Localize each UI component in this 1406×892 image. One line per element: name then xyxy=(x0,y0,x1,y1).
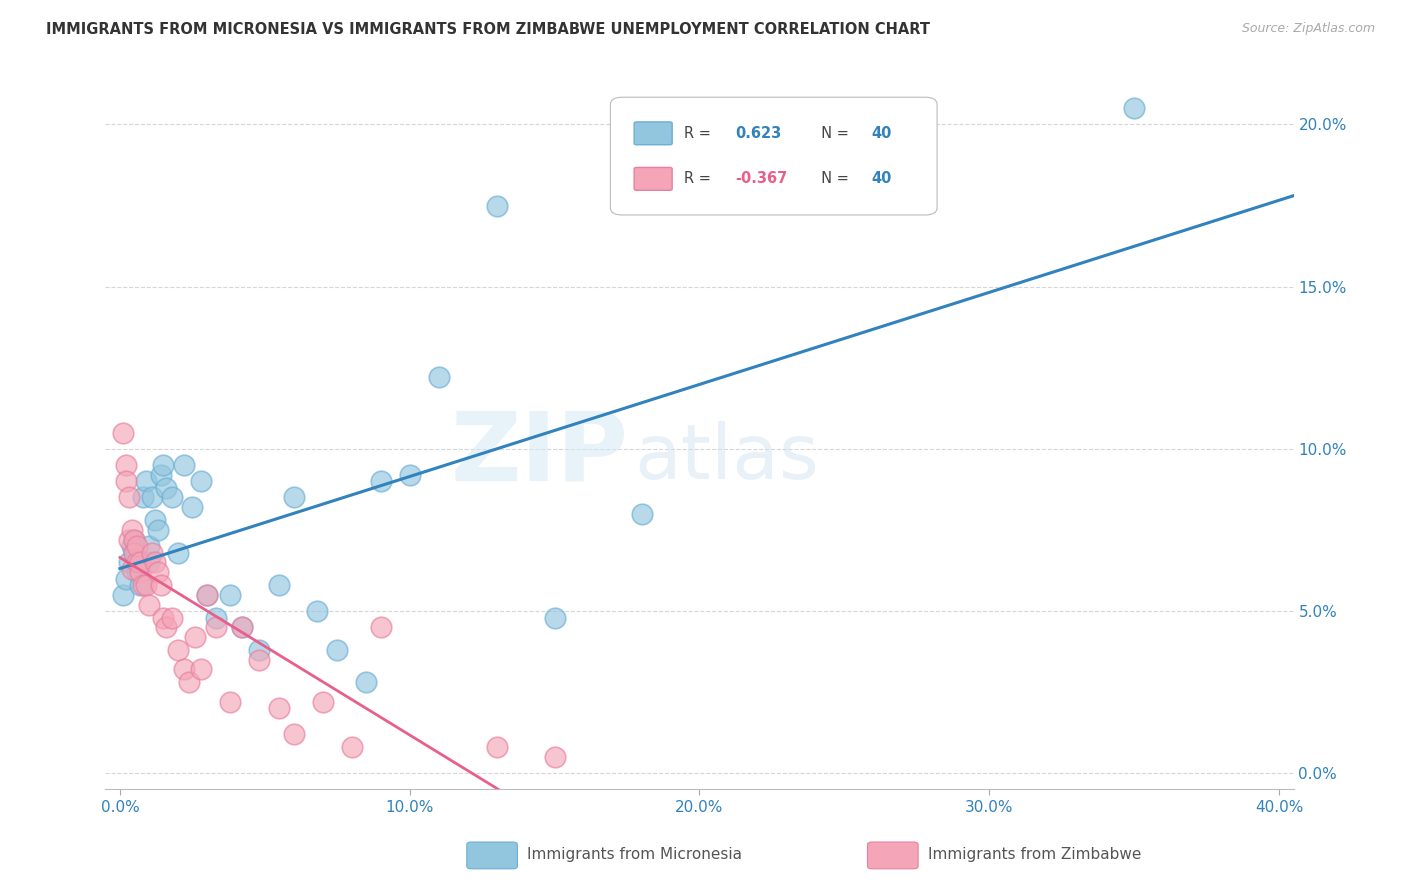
Point xyxy=(124,533,146,547)
Point xyxy=(129,565,152,579)
Text: ZIP: ZIP xyxy=(450,408,628,500)
Point xyxy=(138,598,160,612)
Point xyxy=(204,620,226,634)
Point xyxy=(340,740,363,755)
Point xyxy=(111,588,134,602)
Point xyxy=(247,653,270,667)
Point xyxy=(173,662,195,676)
Point xyxy=(149,467,172,482)
Point xyxy=(127,565,149,579)
Point xyxy=(427,370,450,384)
Point xyxy=(167,643,190,657)
Point xyxy=(305,604,328,618)
Point xyxy=(117,533,139,547)
Text: N =: N = xyxy=(813,126,853,141)
Point xyxy=(1123,101,1146,115)
Point xyxy=(630,507,652,521)
Text: N =: N = xyxy=(813,171,853,186)
Point xyxy=(146,523,169,537)
Point xyxy=(195,588,218,602)
Point xyxy=(485,198,508,212)
Point xyxy=(135,475,157,489)
Point xyxy=(155,620,177,634)
Point xyxy=(167,546,190,560)
FancyBboxPatch shape xyxy=(610,97,936,215)
Point xyxy=(247,643,270,657)
Point xyxy=(543,610,565,624)
Point xyxy=(269,701,291,715)
Point xyxy=(114,458,136,472)
Point xyxy=(370,620,392,634)
Point xyxy=(117,491,139,505)
Text: Source: ZipAtlas.com: Source: ZipAtlas.com xyxy=(1241,22,1375,36)
Point xyxy=(354,675,377,690)
Point xyxy=(129,578,152,592)
Point xyxy=(326,643,349,657)
FancyBboxPatch shape xyxy=(634,122,672,145)
Point xyxy=(231,620,253,634)
Text: -0.367: -0.367 xyxy=(735,171,787,186)
Point xyxy=(283,727,305,741)
Point xyxy=(152,610,174,624)
Point xyxy=(132,491,155,505)
Point xyxy=(138,555,160,569)
Point xyxy=(204,610,226,624)
Text: 40: 40 xyxy=(872,126,893,141)
Point xyxy=(124,546,146,560)
Point xyxy=(132,578,155,592)
Point xyxy=(155,481,177,495)
Point xyxy=(219,695,242,709)
Point xyxy=(160,610,183,624)
Point xyxy=(269,578,291,592)
Point xyxy=(190,475,212,489)
Point xyxy=(231,620,253,634)
Point xyxy=(312,695,335,709)
Point xyxy=(121,562,143,576)
Point xyxy=(152,458,174,472)
Point xyxy=(149,578,172,592)
Point xyxy=(127,539,149,553)
Point xyxy=(190,662,212,676)
Point xyxy=(121,539,143,553)
Point xyxy=(181,500,204,515)
Text: R =: R = xyxy=(685,126,716,141)
Point xyxy=(195,588,218,602)
Text: atlas: atlas xyxy=(634,421,820,494)
Text: R =: R = xyxy=(685,171,716,186)
Text: Immigrants from Zimbabwe: Immigrants from Zimbabwe xyxy=(928,847,1142,862)
Point xyxy=(219,588,242,602)
Point xyxy=(398,467,420,482)
Point xyxy=(121,523,143,537)
Point xyxy=(111,425,134,440)
Point xyxy=(160,491,183,505)
Point xyxy=(135,578,157,592)
Point xyxy=(143,555,166,569)
FancyBboxPatch shape xyxy=(634,168,672,190)
Point xyxy=(124,533,146,547)
Text: 40: 40 xyxy=(872,171,893,186)
Point xyxy=(141,491,163,505)
Point xyxy=(129,555,152,569)
Point xyxy=(370,475,392,489)
Point xyxy=(485,740,508,755)
Point xyxy=(114,572,136,586)
Point xyxy=(138,539,160,553)
Text: 0.623: 0.623 xyxy=(735,126,782,141)
Point xyxy=(143,513,166,527)
Point xyxy=(543,750,565,764)
Point xyxy=(146,565,169,579)
Point xyxy=(127,555,149,569)
Point xyxy=(184,630,207,644)
Point xyxy=(179,675,201,690)
Point xyxy=(114,475,136,489)
Point xyxy=(124,546,146,560)
Text: IMMIGRANTS FROM MICRONESIA VS IMMIGRANTS FROM ZIMBABWE UNEMPLOYMENT CORRELATION : IMMIGRANTS FROM MICRONESIA VS IMMIGRANTS… xyxy=(46,22,931,37)
Point xyxy=(173,458,195,472)
Text: Immigrants from Micronesia: Immigrants from Micronesia xyxy=(527,847,742,862)
Point xyxy=(141,546,163,560)
Point xyxy=(117,555,139,569)
Point xyxy=(283,491,305,505)
